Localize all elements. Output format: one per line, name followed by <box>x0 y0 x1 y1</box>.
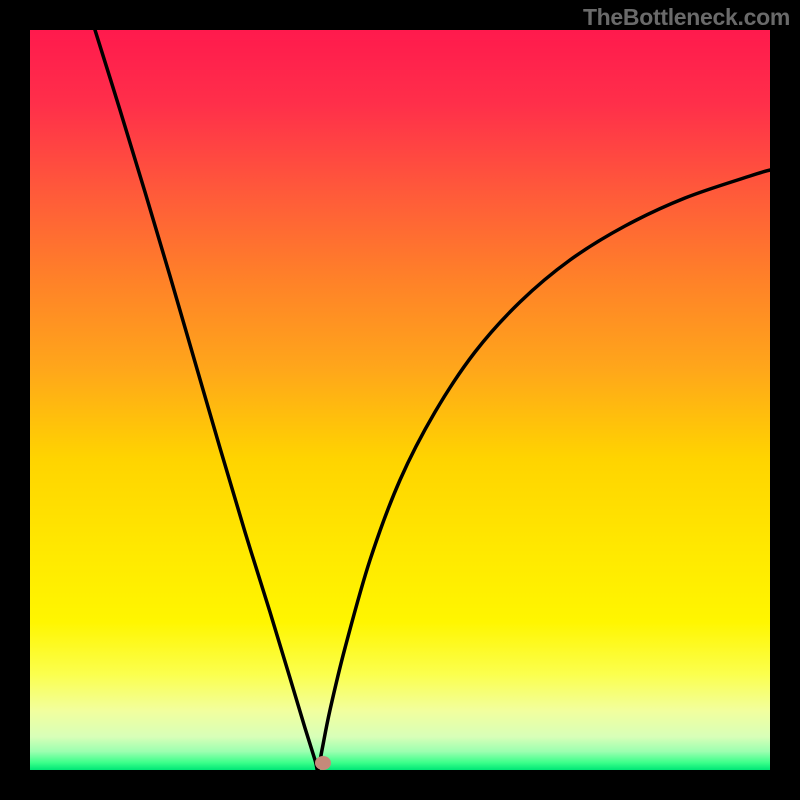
vertex-marker <box>315 756 331 770</box>
plot-area <box>30 30 770 770</box>
bottleneck-curve <box>30 30 770 770</box>
watermark-text: TheBottleneck.com <box>583 4 790 31</box>
